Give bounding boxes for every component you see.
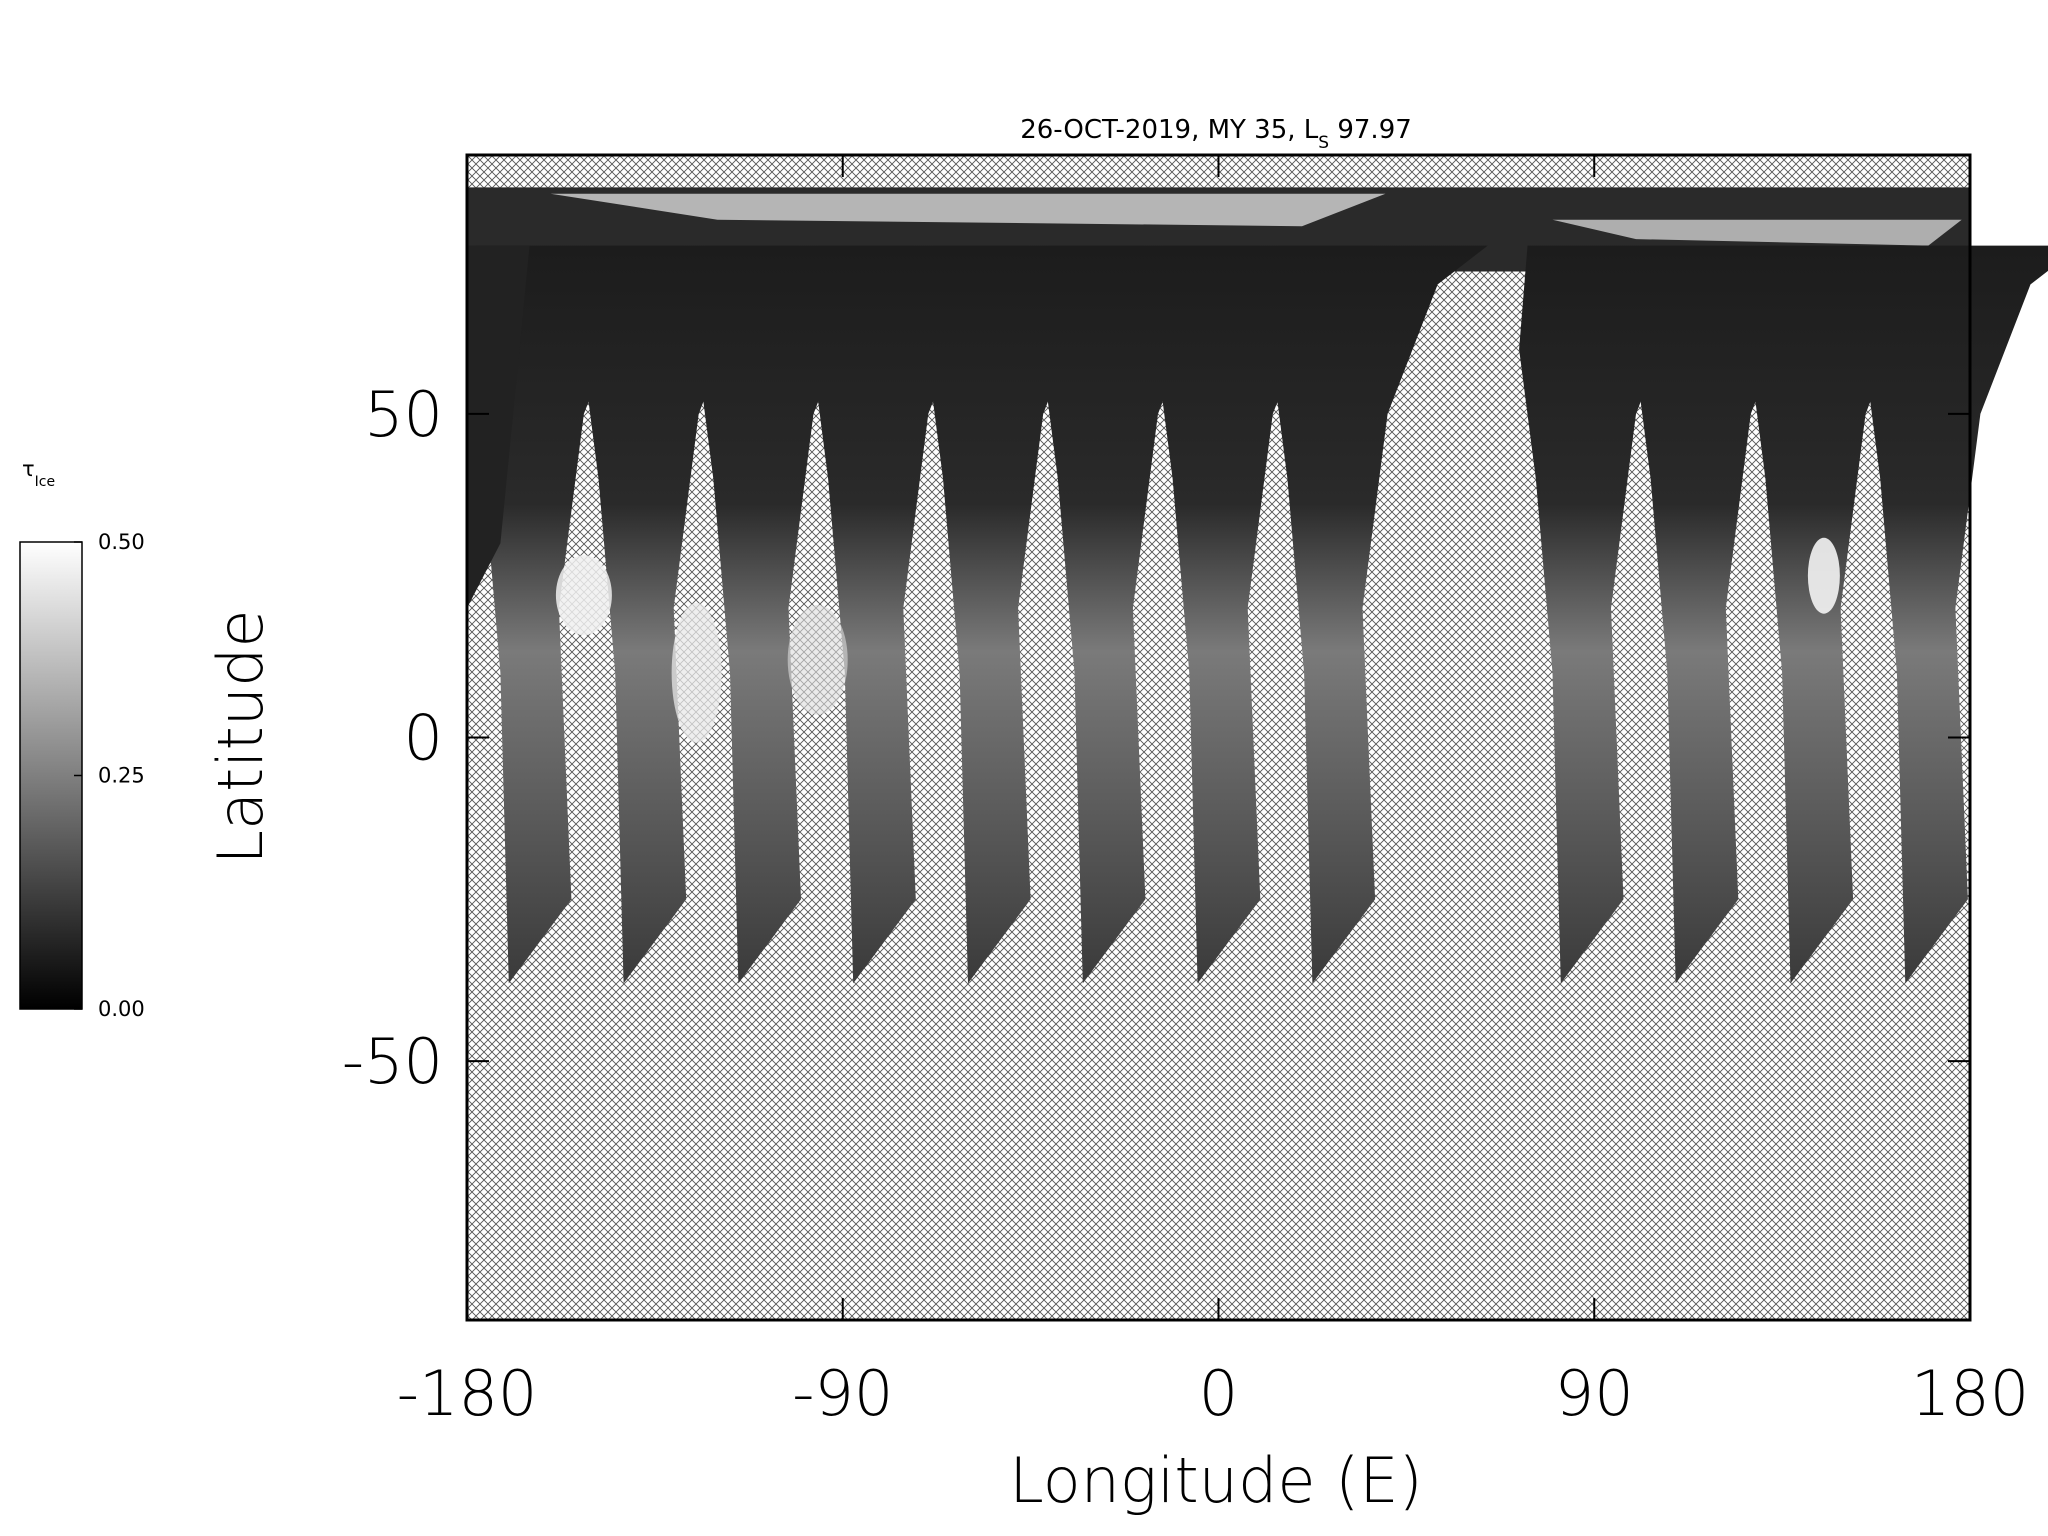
colorbar-label-part: τ <box>22 457 35 481</box>
x-tick-label: -90 <box>792 1357 893 1430</box>
cloud <box>1807 537 1840 614</box>
title-part: 97.97 <box>1329 115 1412 145</box>
colorbar <box>19 541 83 1010</box>
polar-cloud <box>550 193 1386 227</box>
swath <box>1633 245 1851 984</box>
polar-cloud <box>1552 219 1962 246</box>
y-axis-label: Latitude <box>204 609 277 864</box>
title-part: S <box>1318 133 1329 153</box>
swath <box>1155 245 1373 984</box>
swath <box>926 245 1144 984</box>
swath <box>1270 245 1488 984</box>
title-part: 26-OCT-2019, MY 35, L <box>1020 115 1319 145</box>
swath <box>467 245 685 984</box>
swath-edge <box>467 245 530 609</box>
cloud <box>555 555 612 636</box>
colorbar-label: τIce <box>22 457 55 490</box>
colorbar-tick-label: 0.00 <box>98 997 145 1021</box>
y-tick-label: 0 <box>404 702 443 775</box>
x-tick-label: 0 <box>1199 1357 1238 1430</box>
colorbar-tick-label: 0.50 <box>98 530 145 554</box>
swath <box>581 245 799 984</box>
y-tick-label: 50 <box>364 378 443 451</box>
x-tick-label: -180 <box>397 1357 538 1430</box>
cloud <box>671 602 722 743</box>
swath <box>696 245 914 984</box>
y-tick-label: -50 <box>342 1025 443 1098</box>
swath <box>1863 245 2048 984</box>
swath <box>811 245 1029 984</box>
swath <box>1748 245 1966 984</box>
x-tick-label: 180 <box>1911 1357 2029 1430</box>
x-tick-label: 90 <box>1555 1357 1634 1430</box>
colorbar-label-part: Ice <box>35 474 55 490</box>
chart-title: 26-OCT-2019, MY 35, LS 97.97 <box>1020 115 1412 153</box>
colorbar-tick-label: 0.25 <box>98 764 145 788</box>
swath <box>1519 245 1737 984</box>
cloud <box>787 604 848 715</box>
swath <box>1041 245 1259 984</box>
title: 26-OCT-2019, MY 35, LS 97.97 <box>1020 115 1412 153</box>
x-axis-label: Longitude (E) <box>1009 1444 1422 1517</box>
